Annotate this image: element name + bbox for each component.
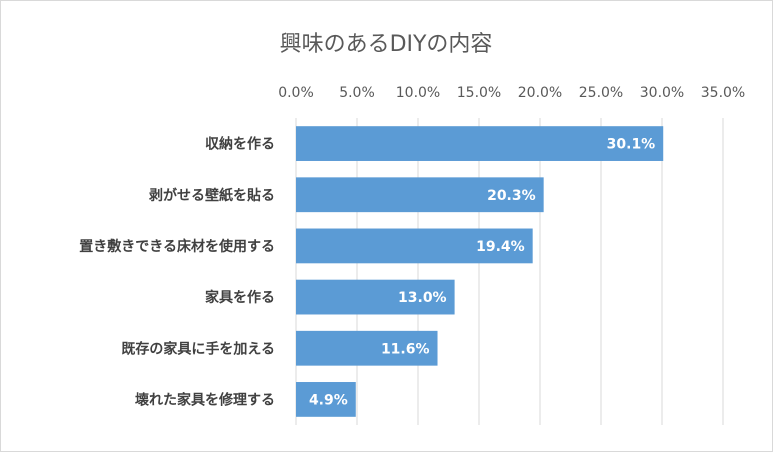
bar <box>296 228 533 264</box>
category-label: 剥がせる壁紙を貼る <box>149 187 275 204</box>
data-label: 11.6% <box>381 341 430 357</box>
category-label: 壊れた家具を修理する <box>135 391 275 408</box>
category-labels: 収納を作る剥がせる壁紙を貼る置き敷きできる床材を使用する家具を作る既存の家具に手… <box>79 136 275 409</box>
bar <box>296 382 356 417</box>
category-label: 置き敷きできる床材を使用する <box>79 238 275 255</box>
data-label: 20.3% <box>487 188 536 204</box>
category-label: 既存の家具に手を加える <box>121 340 275 357</box>
gridlines <box>295 118 724 425</box>
category-label: 家具を作る <box>205 289 275 306</box>
bar <box>296 126 664 161</box>
x-tick-label: 0.0% <box>278 85 314 101</box>
x-tick-label: 25.0% <box>579 85 623 101</box>
chart-title: 興味のあるDIYの内容 <box>280 32 493 57</box>
bar <box>296 177 544 213</box>
bar <box>296 279 455 315</box>
bars <box>296 126 664 417</box>
x-tick-label: 30.0% <box>640 85 684 101</box>
x-tick-label: 10.0% <box>396 85 440 101</box>
x-tick-label: 35.0% <box>701 85 745 101</box>
data-labels: 30.1% 20.3% 19.4% 13.0% 11.6% 4.9% <box>309 137 655 409</box>
category-label: 収納を作る <box>205 136 275 153</box>
data-label: 4.9% <box>309 392 348 408</box>
data-label: 19.4% <box>476 239 525 255</box>
x-tick-label: 20.0% <box>518 85 562 101</box>
data-label: 13.0% <box>398 290 447 306</box>
bar <box>296 330 438 366</box>
data-label: 30.1% <box>607 137 656 153</box>
x-tick-label: 15.0% <box>457 85 501 101</box>
x-tick-label: 5.0% <box>339 85 375 101</box>
x-axis-tick-labels: 0.0% 5.0% 10.0% 15.0% 20.0% 25.0% 30.0% 35.0% <box>278 85 745 101</box>
